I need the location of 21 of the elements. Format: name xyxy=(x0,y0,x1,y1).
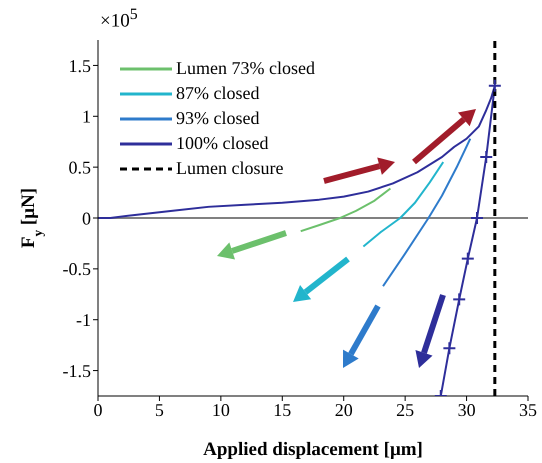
legend-label: 93% closed xyxy=(176,107,260,130)
legend-label: 100% closed xyxy=(176,132,268,155)
y-tick-label: 1.5 xyxy=(68,56,91,76)
x-tick-label: 15 xyxy=(273,400,292,420)
x-tick-label: 10 xyxy=(212,400,230,420)
y-tick-label: 0.5 xyxy=(68,158,91,178)
x-tick-label: 30 xyxy=(458,400,476,420)
x-tick-label: 5 xyxy=(154,400,164,420)
y-tick-label: 1 xyxy=(82,106,91,127)
y-tick-label: -1 xyxy=(76,310,91,330)
x-axis-title: Applied displacement [μm] xyxy=(203,439,423,460)
y-tick-label: -0.5 xyxy=(62,259,91,280)
y-tick-label: 0 xyxy=(82,208,91,228)
legend-label: Lumen 73% closed xyxy=(176,57,315,80)
x-tick-label: 20 xyxy=(334,400,353,420)
x-tick-label: 25 xyxy=(396,400,414,420)
x-tick-label: 35 xyxy=(519,400,537,420)
legend-label: 87% closed xyxy=(176,82,260,105)
y-tick-label: -1.5 xyxy=(62,360,91,381)
text: ×10$^{5}$ xyxy=(100,6,138,32)
legend-label: Lumen closure xyxy=(176,157,284,180)
